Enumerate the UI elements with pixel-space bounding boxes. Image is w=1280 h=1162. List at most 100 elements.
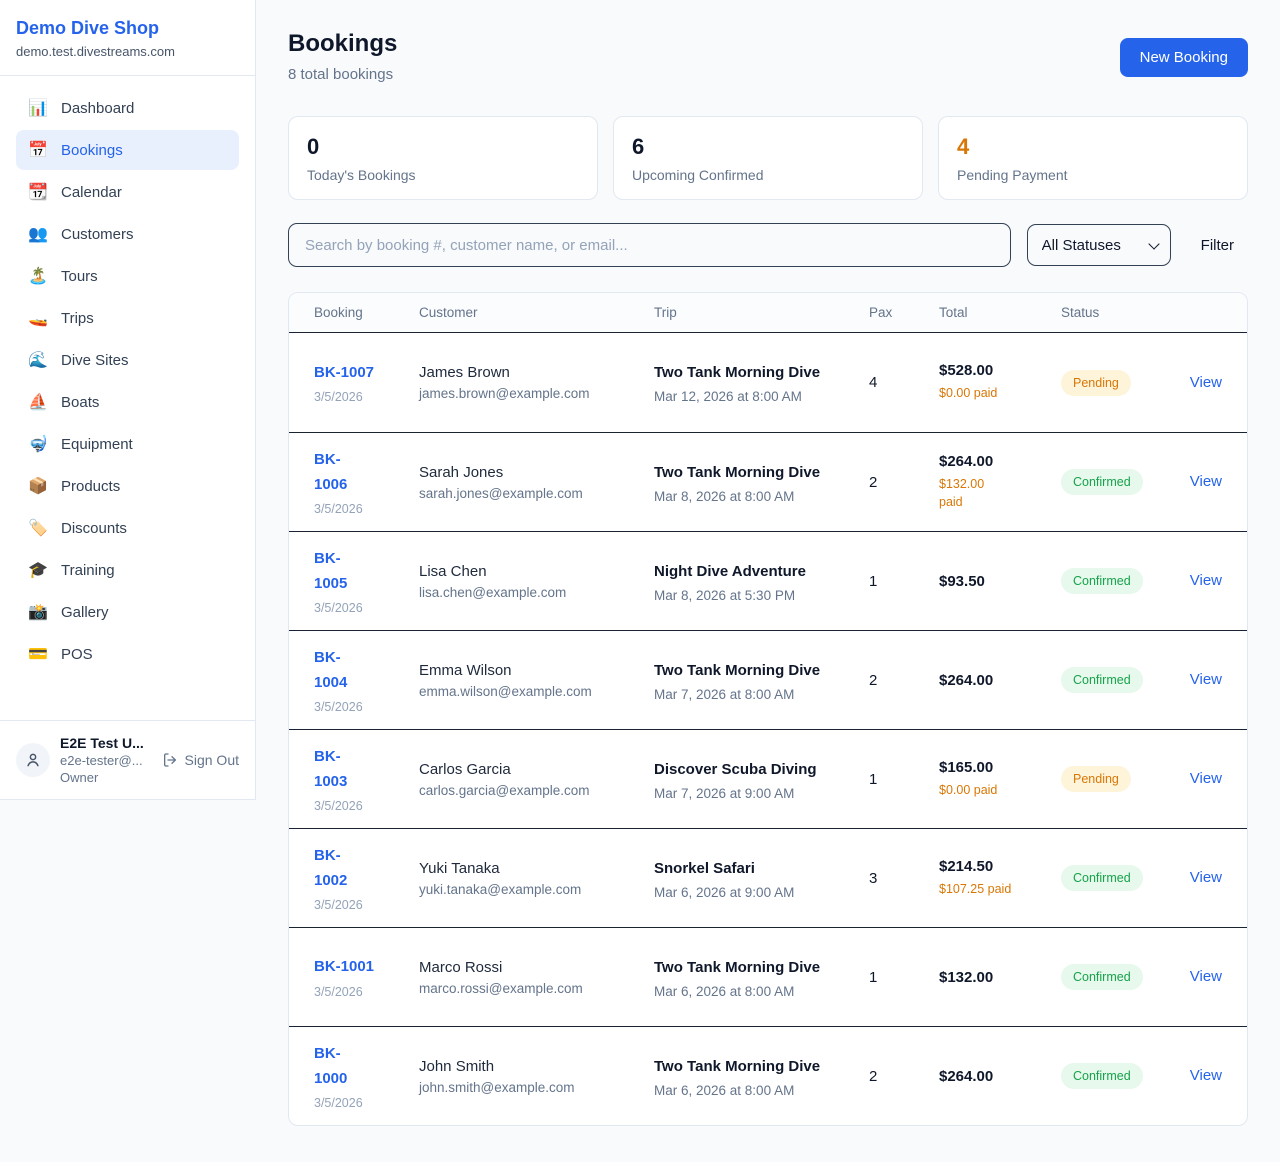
pax-cell: 2 — [869, 1067, 878, 1085]
paid-amount: $132.00 paid — [939, 476, 985, 509]
sidebar-item-equipment[interactable]: 🤿 Equipment — [16, 424, 239, 464]
status-cell: Confirmed — [1061, 865, 1181, 891]
customer-email: carlos.garcia@example.com — [419, 782, 590, 798]
pax-cell: 2 — [869, 671, 878, 689]
sidebar-item-label: Products — [61, 477, 121, 495]
customer-email: john.smith@example.com — [419, 1079, 575, 1095]
booking-code-link[interactable]: BK-1001 — [314, 958, 375, 976]
total-cell: $132.00 — [939, 969, 1061, 986]
booking-code-link[interactable]: BK-1007 — [314, 363, 375, 381]
customer-cell: Carlos Garcia carlos.garcia@example.com — [419, 761, 654, 798]
sign-out-label: Sign Out — [184, 752, 239, 768]
diving-mask-icon: 🤿 — [28, 436, 48, 453]
sign-out-button[interactable]: Sign Out — [162, 752, 239, 768]
sidebar-item-products[interactable]: 📦 Products — [16, 466, 239, 506]
customer-cell: Emma Wilson emma.wilson@example.com — [419, 662, 654, 699]
stat-card-upcoming-confirmed: 6 Upcoming Confirmed — [613, 116, 923, 200]
sidebar-item-dive-sites[interactable]: 🌊 Dive Sites — [16, 340, 239, 380]
sidebar-item-label: Bookings — [61, 141, 123, 159]
total-cell: $528.00 $0.00 paid — [939, 362, 1061, 402]
customer-name: Lisa Chen — [419, 562, 487, 580]
booking-code-link[interactable]: BK-1000 — [314, 1044, 348, 1087]
booking-date: 3/5/2026 — [314, 601, 363, 616]
trip-cell: Snorkel Safari Mar 6, 2026 at 9:00 AM — [654, 857, 869, 900]
sidebar-item-trips[interactable]: 🚤 Trips — [16, 298, 239, 338]
filter-button[interactable]: Filter — [1187, 237, 1248, 254]
view-link[interactable]: View — [1189, 968, 1222, 985]
trip-time: Mar 7, 2026 at 8:00 AM — [654, 686, 795, 702]
trip-name: Two Tank Morning Dive — [654, 661, 821, 679]
total-cell: $214.50 $107.25 paid — [939, 858, 1061, 898]
booking-code-link[interactable]: BK-1005 — [314, 549, 348, 592]
status-cell: Confirmed — [1061, 667, 1181, 693]
trip-cell: Night Dive Adventure Mar 8, 2026 at 5:30… — [654, 560, 869, 603]
view-link[interactable]: View — [1189, 1067, 1222, 1084]
view-link[interactable]: View — [1189, 373, 1222, 391]
brand-block: Demo Dive Shop demo.test.divestreams.com — [0, 0, 255, 76]
trip-cell: Two Tank Morning Dive Mar 6, 2026 at 8:0… — [654, 1055, 869, 1098]
user-footer: E2E Test U... e2e-tester@... Owner Sign … — [0, 720, 255, 799]
search-input[interactable] — [288, 223, 1011, 267]
view-link[interactable]: View — [1189, 671, 1222, 688]
table-row: BK-1005 3/5/2026 Lisa Chen lisa.chen@exa… — [289, 531, 1247, 630]
sidebar-item-customers[interactable]: 👥 Customers — [16, 214, 239, 254]
booking-date: 3/5/2026 — [314, 898, 363, 913]
sidebar-item-bookings[interactable]: 📅 Bookings — [16, 130, 239, 170]
busts-in-silhouette-icon: 👥 — [28, 226, 48, 243]
customer-name: Emma Wilson — [419, 661, 512, 679]
customer-email: james.brown@example.com — [419, 386, 590, 401]
booking-cell: BK-1006 3/5/2026 — [314, 448, 419, 517]
desert-island-icon: 🏝️ — [28, 268, 48, 285]
avatar — [16, 743, 50, 777]
trip-cell: Two Tank Morning Dive Mar 6, 2026 at 8:0… — [654, 956, 869, 999]
view-link[interactable]: View — [1189, 869, 1222, 886]
sidebar-item-label: Discounts — [61, 519, 127, 537]
trip-cell: Discover Scuba Diving Mar 7, 2026 at 9:0… — [654, 758, 869, 801]
sidebar-item-label: Gallery — [61, 603, 109, 621]
pax-cell: 3 — [869, 869, 878, 887]
brand-domain: demo.test.divestreams.com — [16, 44, 175, 59]
sidebar-item-dashboard[interactable]: 📊 Dashboard — [16, 88, 239, 128]
sidebar-item-gallery[interactable]: 📸 Gallery — [16, 592, 239, 632]
booking-code-link[interactable]: BK-1004 — [314, 648, 348, 691]
stat-card-pending-payment: 4 Pending Payment — [938, 116, 1248, 200]
column-header-status: Status — [1061, 305, 1100, 320]
column-header-pax: Pax — [869, 305, 893, 320]
total-amount: $93.50 — [939, 572, 985, 590]
table-row: BK-1000 3/5/2026 John Smith john.smith@e… — [289, 1026, 1247, 1125]
sidebar: Demo Dive Shop demo.test.divestreams.com… — [0, 0, 256, 800]
customer-cell: Sarah Jones sarah.jones@example.com — [419, 464, 654, 501]
filter-row: All Statuses Filter — [288, 223, 1248, 267]
view-link[interactable]: View — [1189, 770, 1222, 787]
customer-email: emma.wilson@example.com — [419, 683, 592, 699]
sidebar-item-discounts[interactable]: 🏷️ Discounts — [16, 508, 239, 548]
trip-name: Two Tank Morning Dive — [654, 958, 821, 976]
status-cell: Confirmed — [1061, 568, 1181, 594]
booking-code-link[interactable]: BK-1006 — [314, 450, 348, 493]
new-booking-button[interactable]: New Booking — [1119, 38, 1248, 77]
status-filter-select[interactable]: All Statuses — [1026, 224, 1171, 266]
customer-cell: Yuki Tanaka yuki.tanaka@example.com — [419, 860, 654, 897]
water-wave-icon: 🌊 — [28, 352, 48, 369]
paid-amount: $0.00 paid — [939, 386, 998, 401]
sidebar-item-tours[interactable]: 🏝️ Tours — [16, 256, 239, 296]
user-info: E2E Test U... e2e-tester@... Owner — [60, 735, 152, 785]
sidebar-item-label: Calendar — [61, 183, 122, 201]
sidebar-item-training[interactable]: 🎓 Training — [16, 550, 239, 590]
tear-off-calendar-icon: 📆 — [28, 184, 48, 201]
total-amount: $264.00 — [939, 671, 994, 689]
table-row: BK-1004 3/5/2026 Emma Wilson emma.wilson… — [289, 630, 1247, 729]
trip-name: Night Dive Adventure — [654, 562, 806, 580]
sidebar-nav: 📊 Dashboard 📅 Bookings 📆 Calendar 👥 Cust… — [0, 76, 255, 720]
view-link[interactable]: View — [1189, 572, 1222, 589]
sidebar-item-calendar[interactable]: 📆 Calendar — [16, 172, 239, 212]
status-cell: Pending — [1061, 369, 1181, 396]
sidebar-item-boats[interactable]: ⛵ Boats — [16, 382, 239, 422]
view-link[interactable]: View — [1189, 473, 1222, 490]
stat-card-todays-bookings: 0 Today's Bookings — [288, 116, 598, 200]
bar-chart-icon: 📊 — [28, 100, 48, 117]
booking-code-link[interactable]: BK-1003 — [314, 747, 348, 790]
booking-code-link[interactable]: BK-1002 — [314, 846, 348, 889]
sidebar-item-pos[interactable]: 💳 POS — [16, 634, 239, 674]
